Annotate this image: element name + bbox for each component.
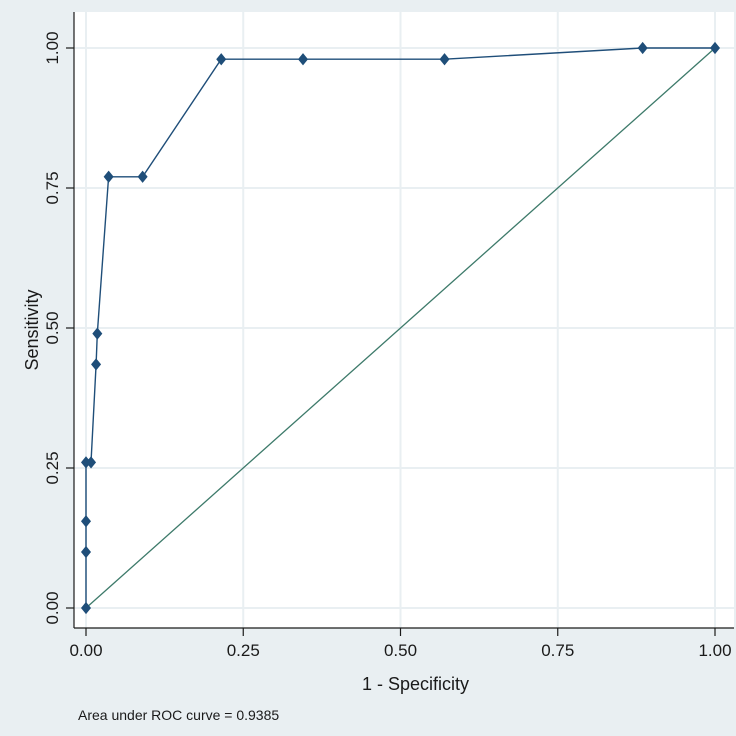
y-tick-label-2: 0.50 [43,311,62,344]
series-layer [80,41,721,615]
y-tick-label-3: 0.75 [43,171,62,204]
data-point-1 [80,545,92,559]
x-tick-label-0: 0.00 [69,641,102,660]
x-axis-title: 1 - Specificity [362,674,469,694]
gridlines [74,12,734,628]
data-point-6 [92,327,103,340]
data-point-0 [80,601,92,615]
plot-area [74,12,734,628]
data-point-8 [137,170,148,183]
y-tick-label-0: 0.00 [43,591,62,624]
series-line-0 [85,47,715,608]
data-point-13 [709,41,721,55]
y-tick-label-1: 0.25 [43,451,62,484]
auc-note: Area under ROC curve = 0.9385 [78,707,279,723]
data-point-2 [80,515,92,528]
x-tick-label-1: 0.25 [227,641,260,660]
x-tick-label-2: 0.50 [384,641,417,660]
reference-line [85,47,716,609]
y-axis-title: Sensitivity [22,289,42,370]
data-point-4 [86,456,97,469]
x-tick-label-3: 0.75 [541,641,574,660]
x-tick-label-4: 1.00 [698,641,731,660]
axes: 0.00 0.25 0.50 0.75 1.00 0.00 0.25 0.50 0.75 1.00 [43,12,734,660]
reference-line-layer [85,47,716,609]
data-point-11 [439,53,450,66]
data-point-5 [91,358,102,371]
labels: 1 - Specificity Sensitivity Area under R… [22,289,469,723]
data-point-12 [637,41,648,55]
data-point-10 [297,53,309,66]
data-point-7 [103,170,114,183]
data-point-9 [216,53,227,66]
y-tick-label-4: 1.00 [43,31,62,64]
